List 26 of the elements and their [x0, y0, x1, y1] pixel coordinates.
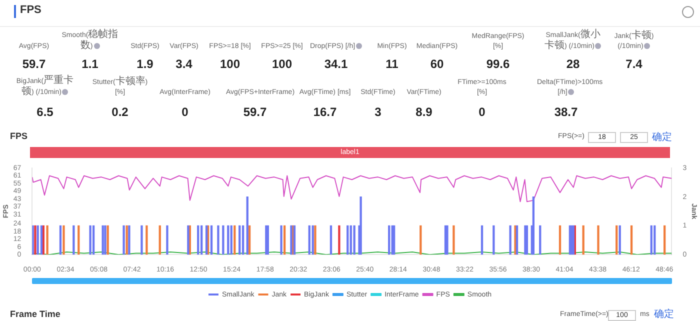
text: 60 [429, 57, 445, 71]
text: 0.2 [110, 105, 130, 119]
text: 6.5 [36, 105, 54, 119]
text: 38.7 [553, 105, 579, 119]
chart-title: FPS [10, 131, 28, 141]
text: 100 [270, 57, 294, 71]
text: Frame Time [10, 309, 60, 319]
text: 1.1 [80, 57, 100, 71]
text: 3 [374, 105, 382, 119]
text: 11 [384, 57, 400, 71]
text: 0 [478, 105, 486, 119]
text: 0 [180, 105, 190, 119]
text: 1.9 [136, 57, 154, 71]
text: 34.1 [323, 57, 349, 71]
text: 3.4 [174, 57, 194, 71]
text: 59.7 [21, 57, 47, 71]
text: 28 [565, 57, 581, 71]
text: 16.7 [312, 105, 338, 119]
text: 8.9 [414, 105, 434, 119]
text: 99.6 [485, 57, 511, 71]
text: 确定 [654, 308, 674, 321]
text: 7.4 [624, 57, 644, 71]
text: 59.7 [242, 105, 268, 119]
text: 确定 [652, 130, 672, 144]
text: 100 [218, 57, 242, 71]
text: FPS [20, 4, 42, 16]
